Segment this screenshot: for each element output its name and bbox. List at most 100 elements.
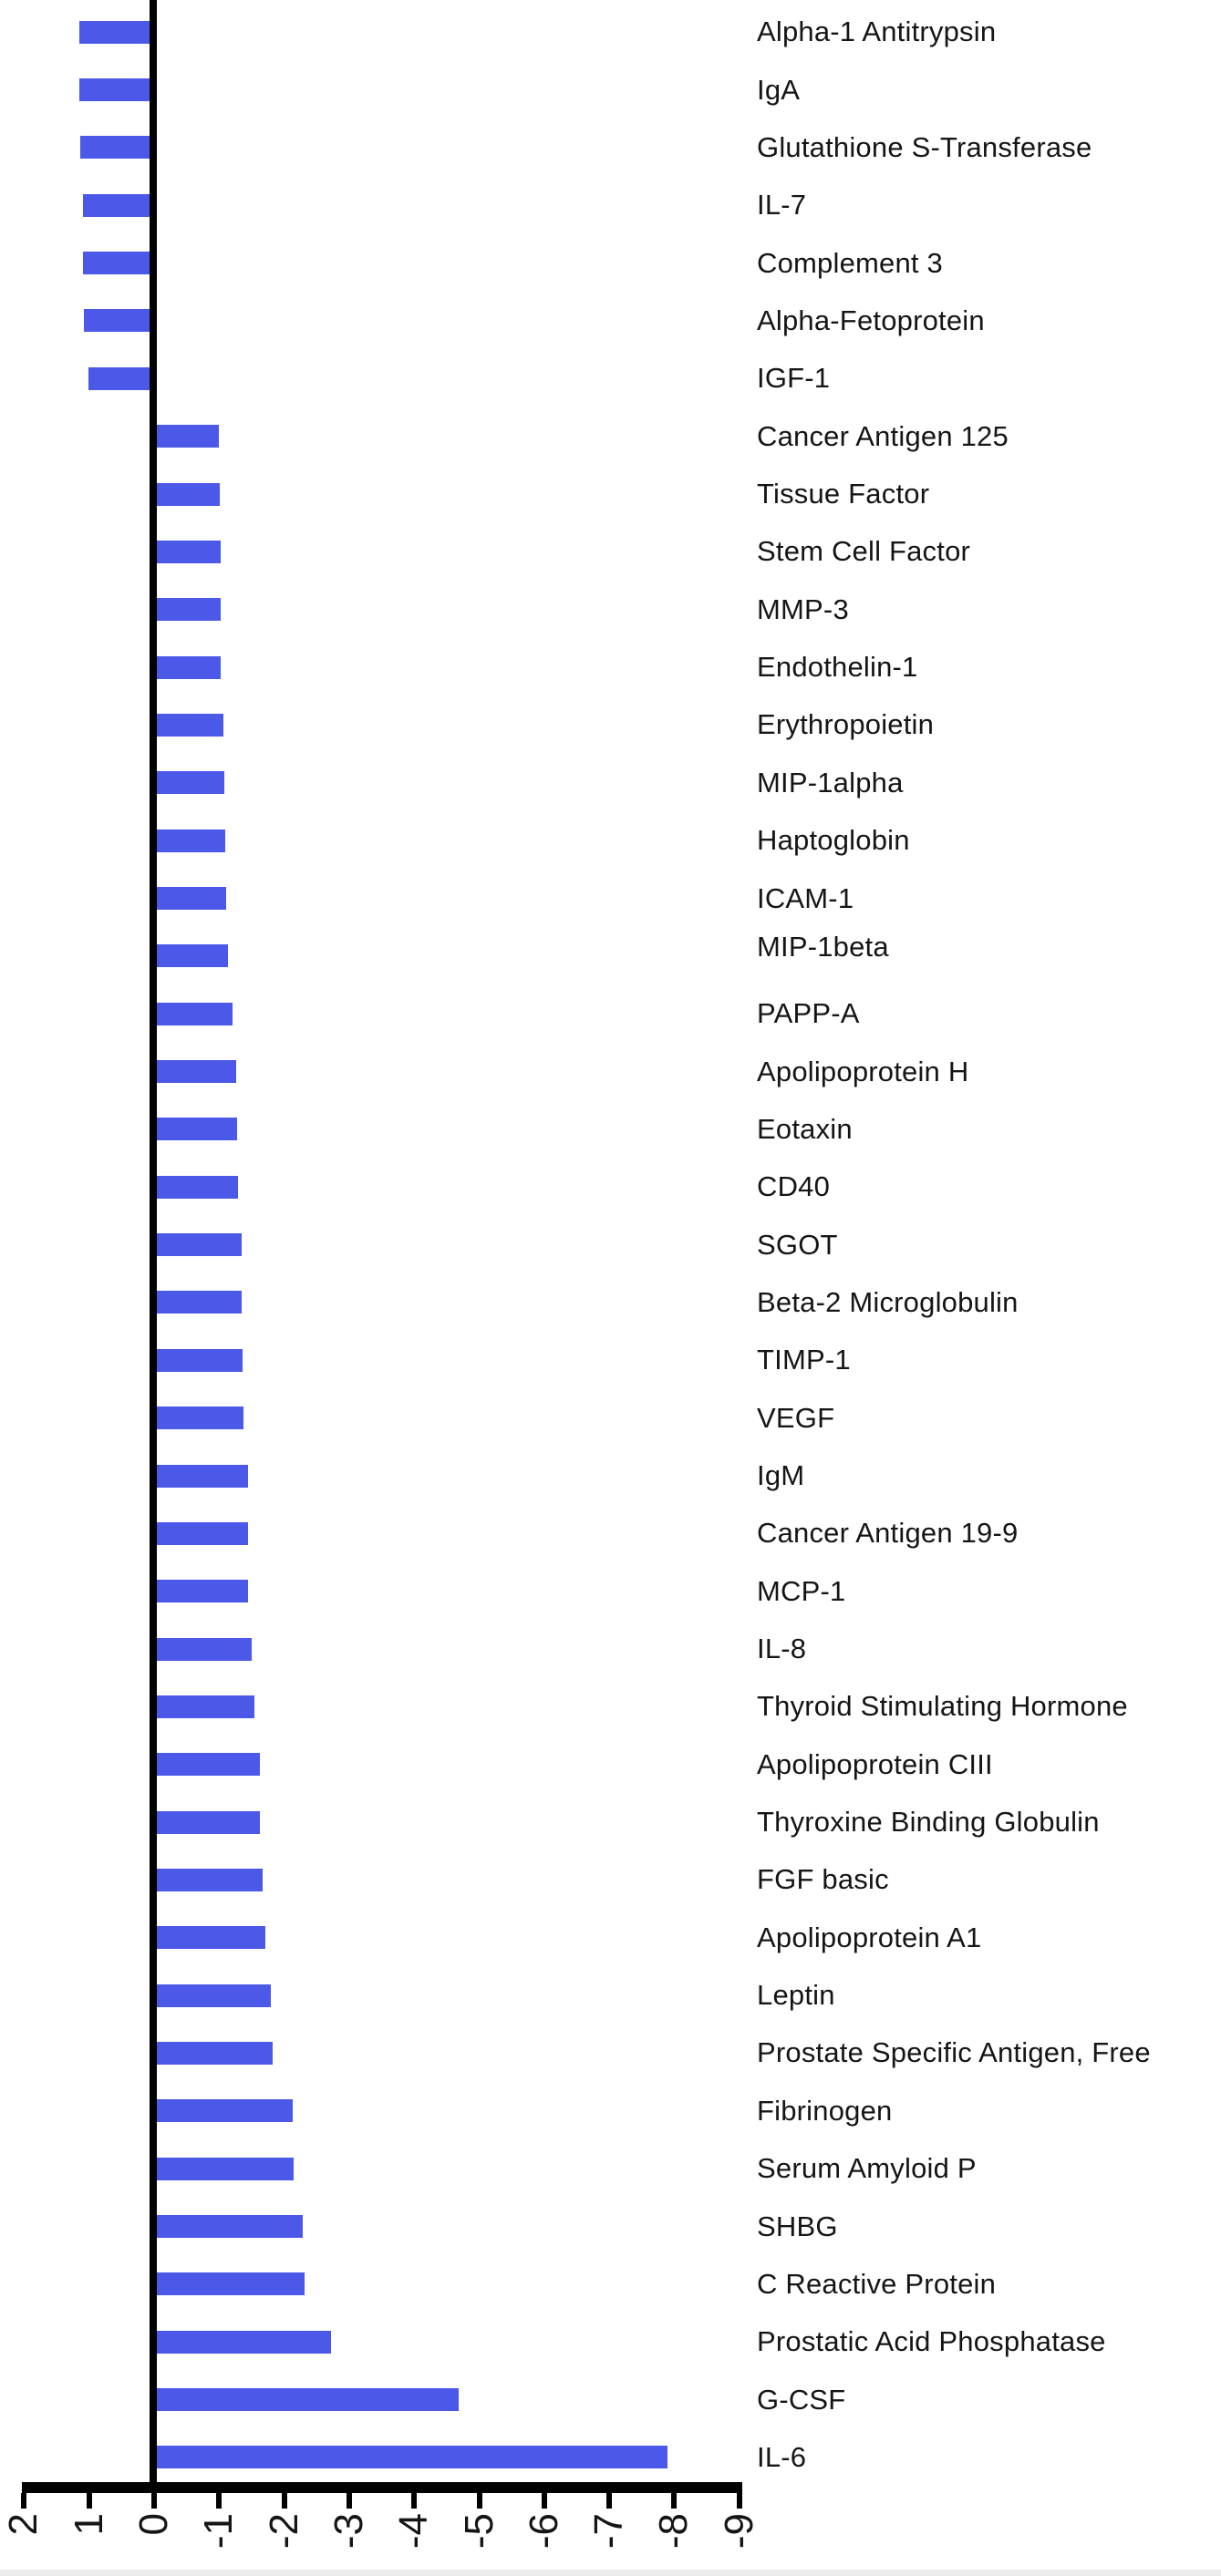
bar: [154, 1521, 249, 1545]
row-label: Prostatic Acid Phosphatase: [757, 2325, 1106, 2358]
row-label: IgM: [757, 1459, 805, 1491]
bar: [154, 2446, 668, 2469]
bar: [79, 20, 154, 44]
row-label: SGOT: [757, 1228, 838, 1261]
row-label: Thyroxine Binding Globulin: [757, 1806, 1100, 1839]
bar: [154, 482, 220, 506]
row-label: Apolipoprotein H: [757, 1055, 969, 1087]
bar: [154, 540, 221, 563]
row-label: Tissue Factor: [757, 478, 930, 510]
x-tick-label: 1: [66, 2513, 111, 2536]
row-label: Prostate Specific Antigen, Free: [757, 2036, 1151, 2069]
x-tick: [86, 2493, 92, 2509]
row-label: Leptin: [757, 1979, 835, 2012]
bar: [79, 78, 154, 101]
bar: [154, 1118, 238, 1141]
bar: [154, 1291, 243, 1314]
bar: [154, 1637, 252, 1661]
row-label: MIP-1beta: [757, 930, 889, 963]
row-label: Complement 3: [757, 246, 943, 279]
bar: [154, 1984, 271, 2007]
row-label: MIP-1alpha: [757, 766, 904, 799]
row-label: IGF-1: [757, 362, 831, 395]
bar: [154, 829, 225, 852]
row-label: PAPP-A: [757, 997, 860, 1030]
x-tick: [606, 2493, 613, 2509]
bar: [154, 1868, 264, 1891]
row-label: FGF basic: [757, 1863, 889, 1896]
x-tick-label: 2: [1, 2513, 47, 2536]
y-axis-line: [150, 0, 157, 2493]
row-label: G-CSF: [757, 2383, 846, 2416]
row-label: Serum Amyloid P: [757, 2152, 977, 2185]
bar: [154, 1695, 254, 1718]
row-label: Fibrinogen: [757, 2094, 893, 2127]
bar: [154, 1060, 236, 1083]
row-label: CD40: [757, 1170, 831, 1203]
x-tick-label: -5: [456, 2513, 502, 2550]
row-label: Apolipoprotein A1: [757, 1921, 982, 1953]
row-label: IL-7: [757, 189, 807, 222]
bar: [154, 771, 224, 795]
row-label: TIMP-1: [757, 1344, 851, 1376]
row-label: C Reactive Protein: [757, 2267, 997, 2300]
bar: [154, 1580, 249, 1603]
bar: [154, 2157, 295, 2180]
row-label: IL-6: [757, 2440, 807, 2473]
bar: [154, 1810, 260, 1834]
bar: [82, 252, 154, 275]
bar: [154, 1406, 244, 1430]
bar: [79, 136, 154, 160]
x-tick: [411, 2493, 418, 2509]
x-tick: [21, 2493, 27, 2509]
bar: [154, 2215, 303, 2238]
bar: [154, 713, 224, 737]
bar: [154, 887, 227, 910]
bar: [154, 1464, 249, 1488]
row-label: SHBG: [757, 2210, 838, 2242]
row-label: Eotaxin: [757, 1112, 853, 1145]
bar: [154, 944, 229, 968]
x-tick: [736, 2493, 742, 2509]
row-label: Beta-2 Microglobulin: [757, 1285, 1019, 1318]
bar: [154, 2330, 331, 2354]
row-label: Cancer Antigen 125: [757, 419, 1009, 452]
row-label: Endothelin-1: [757, 651, 918, 684]
x-tick-label: -3: [326, 2513, 371, 2550]
bar: [154, 1233, 242, 1257]
x-tick-label: -9: [716, 2513, 761, 2550]
bar: [154, 1002, 233, 1025]
bar: [154, 1926, 265, 1950]
bar: [154, 655, 222, 679]
row-label: IgA: [757, 73, 801, 106]
row-label: MCP-1: [757, 1574, 846, 1607]
row-label: Apolipoprotein CIII: [757, 1747, 993, 1780]
x-tick-label: -2: [261, 2513, 306, 2550]
row-label: ICAM-1: [757, 881, 854, 914]
x-tick-label: -6: [521, 2513, 566, 2550]
row-label: Alpha-Fetoprotein: [757, 304, 985, 336]
bar: [154, 2388, 460, 2411]
x-tick-label: -4: [391, 2513, 437, 2550]
image-bottom-edge: [0, 2570, 1221, 2576]
row-label: IL-8: [757, 1633, 807, 1664]
row-label: Stem Cell Factor: [757, 535, 971, 568]
bar: [154, 1348, 243, 1372]
x-tick: [281, 2493, 287, 2509]
bar: [154, 425, 220, 448]
x-tick: [671, 2493, 678, 2509]
bar: [84, 309, 154, 333]
x-tick-label: -7: [586, 2513, 632, 2550]
x-tick: [346, 2493, 352, 2509]
x-tick: [151, 2493, 157, 2509]
bar: [154, 2099, 293, 2123]
bar: [154, 1753, 260, 1777]
bar: [154, 2272, 305, 2296]
x-axis-line: [22, 2482, 742, 2493]
row-label: Thyroid Stimulating Hormone: [757, 1690, 1128, 1723]
x-tick: [476, 2493, 482, 2509]
x-tick-label: 0: [131, 2513, 176, 2536]
row-label: Glutathione S-Transferase: [757, 130, 1092, 163]
bar: [154, 2041, 273, 2065]
